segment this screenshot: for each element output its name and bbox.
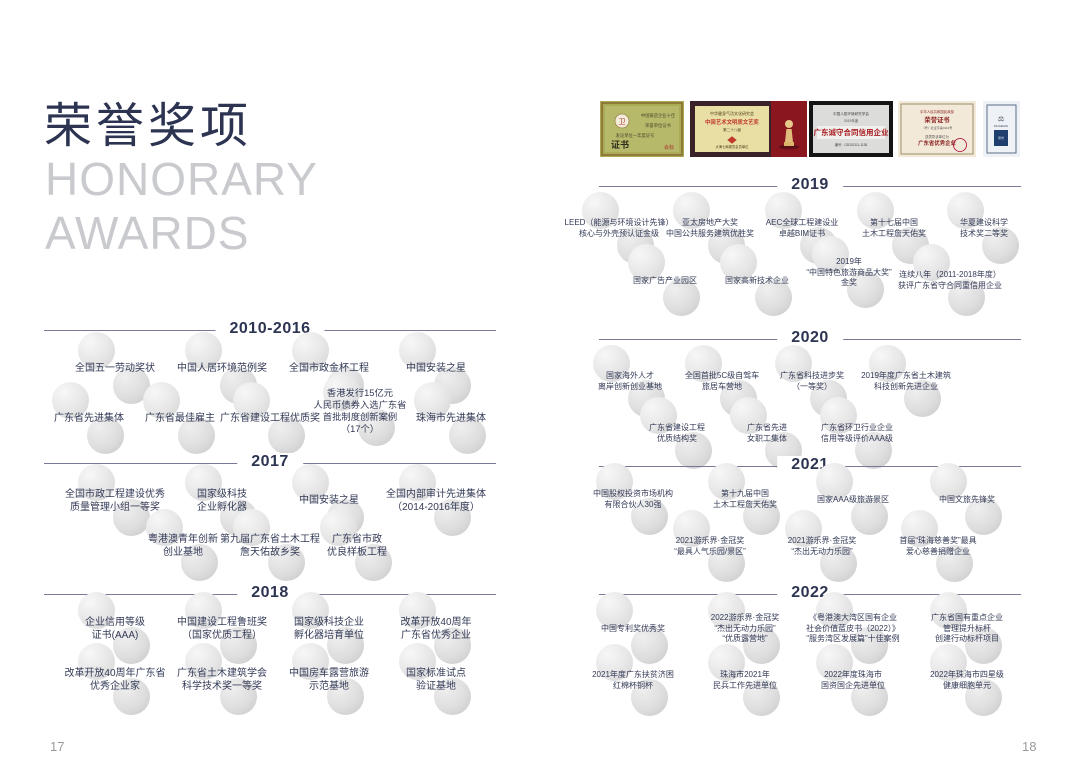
svg-text:荣誉单位证书: 荣誉单位证书: [645, 122, 671, 129]
svg-text:中国人居环境研究学会: 中国人居环境研究学会: [833, 111, 869, 116]
svg-text:中华人民共和国民政部: 中华人民共和国民政部: [920, 109, 955, 114]
svg-text:荣誉证书: 荣誉证书: [924, 115, 950, 124]
svg-text:荣誉: 荣誉: [998, 135, 1004, 140]
svg-text:⚖: ⚖: [998, 115, 1004, 123]
svg-text:DILIGENCE: DILIGENCE: [994, 124, 1008, 128]
svg-text:广东诚守合同信用企业: 广东诚守合同信用企业: [814, 127, 889, 137]
svg-text:证书: 证书: [611, 139, 629, 150]
svg-text:兹表彰该单位为: 兹表彰该单位为: [925, 134, 949, 139]
svg-text:中华健身气功文化研究会: 中华健身气功文化研究会: [710, 110, 754, 116]
svg-text:中国铸造企业十佳: 中国铸造企业十佳: [641, 112, 676, 119]
svg-text:2019年度: 2019年度: [844, 118, 859, 123]
svg-text:（粤）社证字第0112号: （粤）社证字第0112号: [922, 125, 952, 130]
svg-text:大海七局委员会员单位: 大海七局委员会员单位: [716, 144, 750, 149]
svg-text:广东省优秀企业: 广东省优秀企业: [918, 139, 956, 147]
svg-text:会标: 会标: [664, 144, 674, 151]
svg-text:发证单位一年度证号: 发证单位一年度证号: [616, 132, 655, 139]
svg-text:编号：GD202111-1138: 编号：GD202111-1138: [835, 142, 868, 147]
svg-text:卫: 卫: [619, 118, 626, 126]
svg-text:第二十八届: 第二十八届: [723, 127, 741, 132]
svg-text:中国艺术文明质文艺奖: 中国艺术文明质文艺奖: [705, 118, 760, 126]
